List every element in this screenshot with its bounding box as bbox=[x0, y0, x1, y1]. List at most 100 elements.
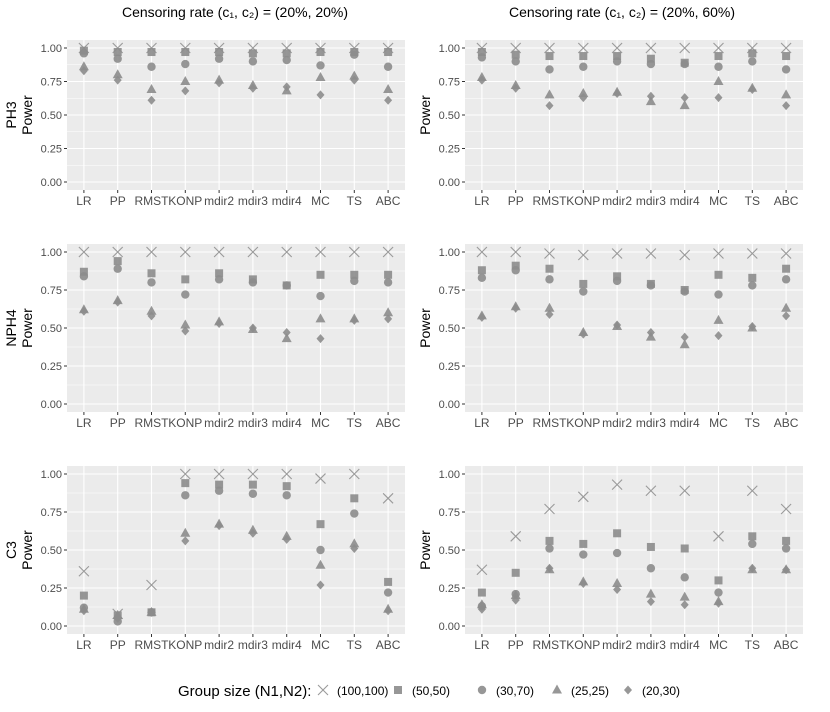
x-tick-label: LR bbox=[474, 638, 490, 652]
x-tick-label: MC bbox=[311, 416, 330, 430]
data-point bbox=[382, 246, 394, 258]
circle-icon bbox=[477, 685, 487, 695]
data-point bbox=[679, 100, 690, 110]
data-point bbox=[645, 248, 657, 259]
data-point bbox=[476, 246, 488, 258]
data-point bbox=[281, 333, 292, 343]
x-tick-label: mdir3 bbox=[238, 416, 268, 430]
data-point bbox=[646, 542, 655, 551]
x-tick-label: mdir4 bbox=[670, 638, 700, 652]
data-point bbox=[349, 538, 360, 548]
data-point bbox=[316, 580, 325, 590]
y-tick-label: 0.00 bbox=[41, 399, 62, 411]
data-point bbox=[578, 88, 589, 98]
data-point bbox=[612, 57, 622, 66]
data-point bbox=[679, 42, 691, 54]
y-tick-label: 1.00 bbox=[41, 469, 62, 481]
data-point bbox=[545, 264, 554, 273]
data-point bbox=[612, 577, 623, 587]
data-point bbox=[577, 249, 589, 261]
data-point bbox=[350, 75, 359, 85]
x-tick-label: PP bbox=[508, 194, 524, 208]
data-point bbox=[315, 559, 326, 569]
data-point bbox=[579, 539, 588, 548]
data-point bbox=[112, 246, 124, 258]
data-point bbox=[247, 246, 259, 258]
data-point bbox=[511, 568, 520, 577]
y-axis-label: Power bbox=[417, 530, 433, 570]
data-point bbox=[510, 246, 522, 258]
x-tick-label: KONP bbox=[168, 416, 202, 430]
square-icon bbox=[394, 686, 402, 694]
data-point bbox=[577, 42, 589, 54]
data-point bbox=[613, 320, 622, 330]
data-point bbox=[748, 273, 757, 282]
legend: Group size (N1,N2): (100,100) (50,50) (30,… bbox=[178, 683, 680, 700]
data-point bbox=[645, 42, 657, 54]
data-point bbox=[384, 606, 393, 616]
x-tick-label: LR bbox=[76, 416, 92, 430]
x-tick-label: ABC bbox=[774, 194, 799, 208]
y-tick-label: 0.50 bbox=[439, 545, 460, 557]
data-point bbox=[181, 86, 190, 96]
data-point bbox=[646, 59, 656, 69]
data-point bbox=[147, 95, 156, 105]
data-point bbox=[544, 248, 555, 259]
data-point bbox=[680, 59, 689, 69]
data-point bbox=[579, 52, 588, 61]
y-tick-label: 0.75 bbox=[439, 285, 460, 297]
data-point bbox=[544, 89, 555, 99]
data-point bbox=[248, 489, 258, 498]
data-point bbox=[748, 85, 757, 95]
x-tick-label: ABC bbox=[376, 416, 401, 430]
data-point bbox=[748, 539, 757, 549]
data-point bbox=[384, 577, 393, 586]
data-point bbox=[113, 257, 122, 266]
data-point bbox=[215, 318, 224, 328]
data-point bbox=[248, 480, 257, 489]
panel-nph4-2: 0.00 0.25 0.50 0.75 1.00 LR PP RMST KONP mdir2 mdi… bbox=[417, 244, 803, 430]
data-point bbox=[384, 314, 393, 324]
data-point bbox=[782, 311, 791, 321]
y-tick-label: 0.25 bbox=[439, 361, 460, 373]
data-point bbox=[611, 479, 623, 491]
y-tick-label: 0.25 bbox=[439, 144, 460, 156]
data-point bbox=[646, 328, 655, 338]
data-point bbox=[79, 49, 89, 58]
data-point bbox=[782, 101, 791, 111]
y-tick-label: 1.00 bbox=[41, 247, 62, 259]
x-tick-label: KONP bbox=[566, 638, 600, 652]
data-point bbox=[748, 57, 757, 66]
data-point bbox=[748, 49, 757, 58]
data-point bbox=[646, 281, 656, 290]
data-point bbox=[679, 591, 690, 601]
data-point bbox=[180, 319, 191, 329]
data-point bbox=[545, 309, 554, 319]
data-point bbox=[79, 267, 88, 276]
data-point bbox=[714, 290, 723, 299]
data-point bbox=[214, 54, 224, 63]
x-tick-label: ABC bbox=[774, 416, 799, 430]
data-point bbox=[579, 62, 588, 71]
data-point bbox=[248, 528, 257, 538]
data-point bbox=[316, 61, 325, 70]
data-point bbox=[78, 246, 90, 258]
x-tick-label: MC bbox=[709, 194, 728, 208]
data-point bbox=[477, 273, 487, 283]
legend-title: Group size (N1,N2): bbox=[178, 683, 311, 700]
data-point bbox=[781, 544, 791, 553]
data-point bbox=[147, 48, 156, 57]
data-point bbox=[215, 521, 224, 531]
data-point bbox=[579, 279, 588, 288]
data-point bbox=[579, 93, 588, 103]
y-tick-label: 0.75 bbox=[41, 507, 62, 519]
data-point bbox=[748, 532, 757, 541]
x-tick-label: TS bbox=[745, 194, 760, 208]
data-point bbox=[713, 314, 724, 324]
data-point bbox=[181, 491, 190, 500]
y-tick-label: 0.75 bbox=[41, 77, 62, 89]
data-point bbox=[679, 339, 690, 349]
data-point bbox=[545, 544, 554, 553]
data-point bbox=[180, 527, 191, 537]
